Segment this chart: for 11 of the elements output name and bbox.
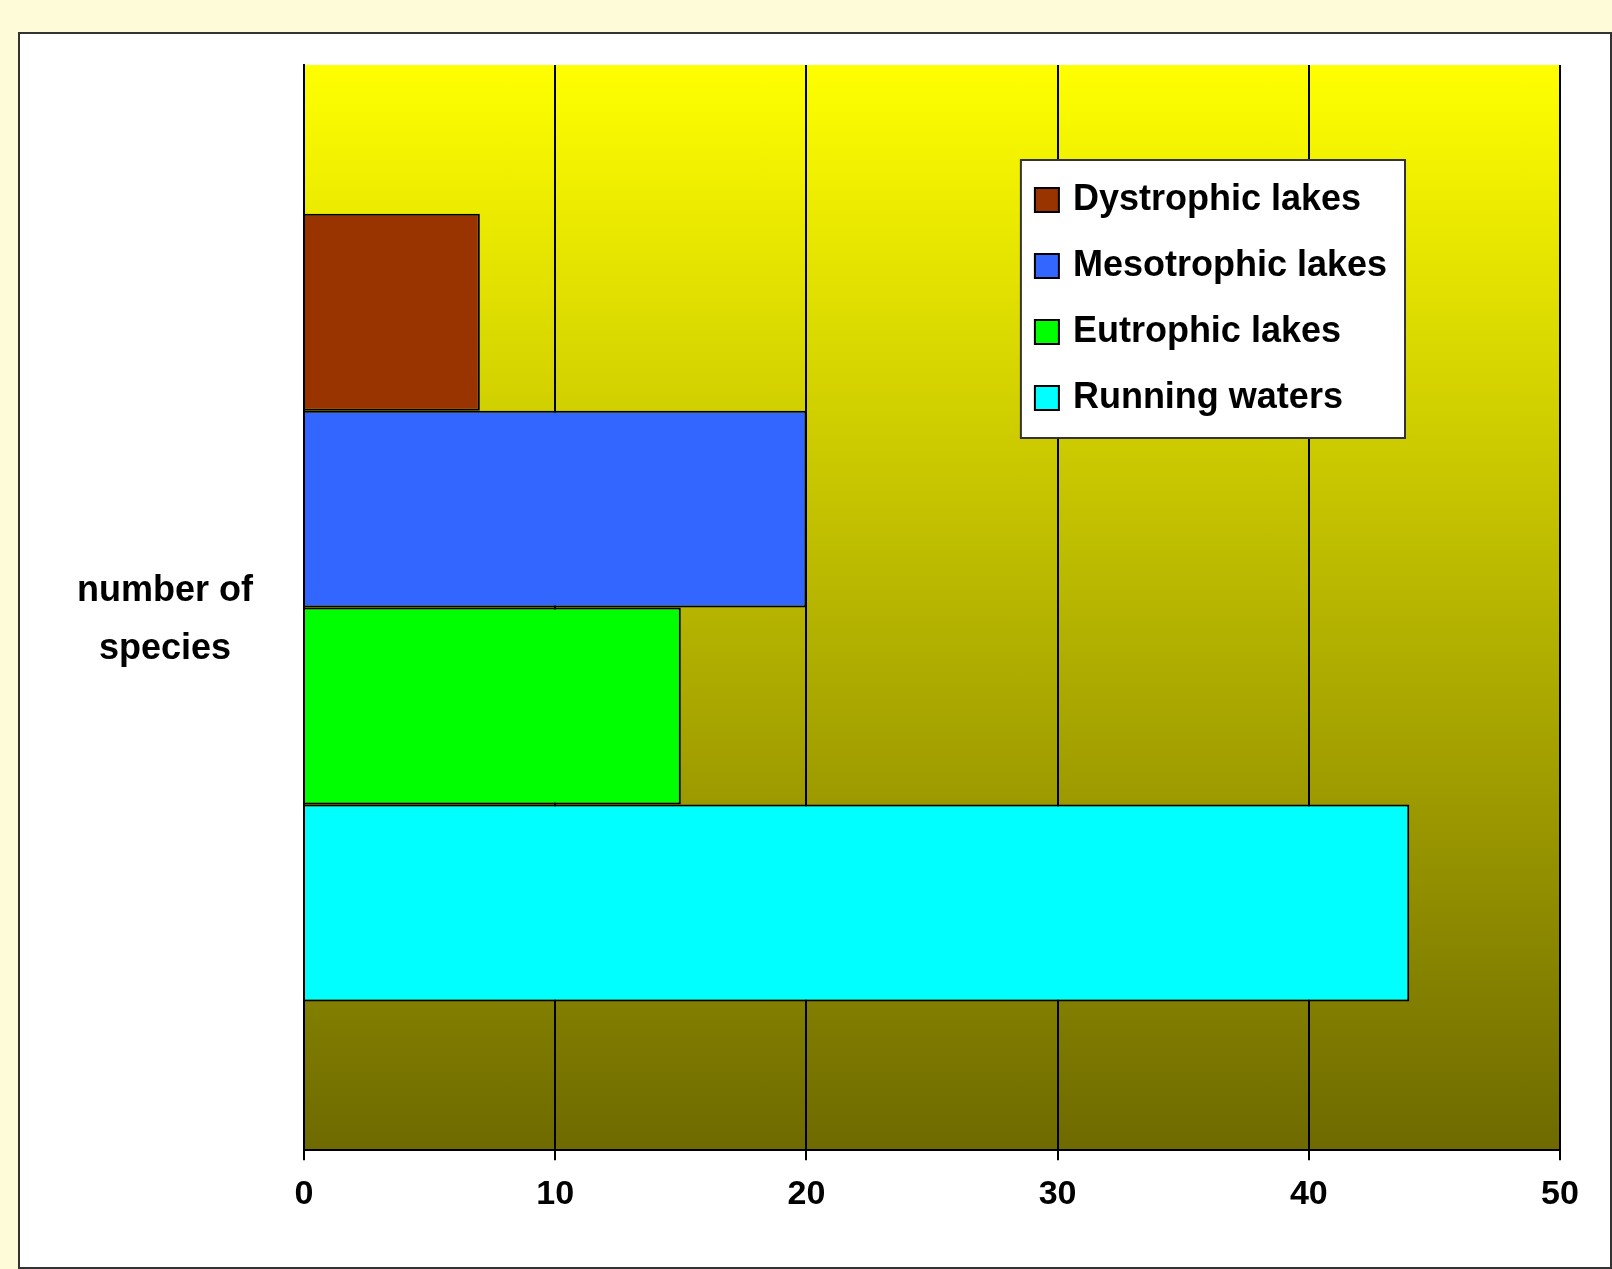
x-tick-label: 50: [1541, 1172, 1579, 1211]
x-tick-label: 10: [536, 1172, 575, 1211]
x-tick-label: 0: [294, 1172, 314, 1211]
x-tick-label: 20: [787, 1172, 826, 1211]
x-tick-label: 40: [1289, 1172, 1328, 1211]
y-axis-title: number of species: [76, 567, 254, 669]
x-tick-label: 30: [1038, 1172, 1077, 1211]
legend-label: Running waters: [1072, 374, 1343, 416]
legend-label: Dystrophic lakes: [1072, 176, 1362, 218]
legend-label: Mesotrophic lakes: [1072, 242, 1388, 284]
legend-label: Eutrophic lakes: [1072, 308, 1341, 350]
